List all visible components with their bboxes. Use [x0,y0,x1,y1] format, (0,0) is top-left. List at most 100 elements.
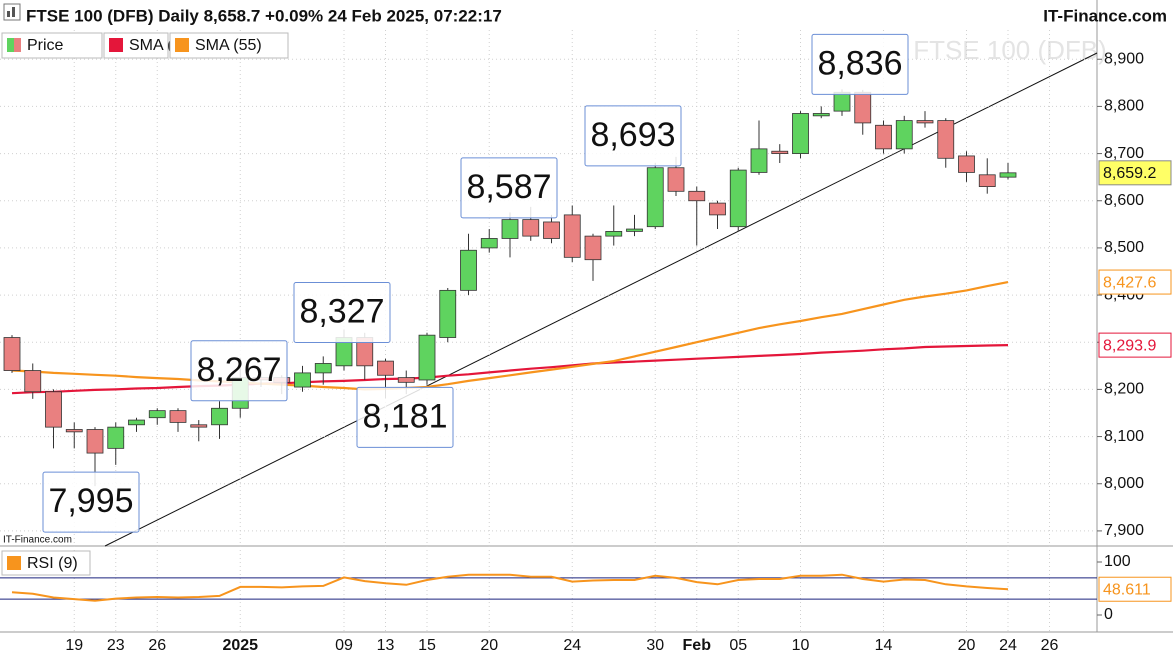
y-tick-label: 100 [1104,553,1131,570]
annotation-label: 8,181 [362,397,447,435]
candle-body [211,407,228,426]
y-tick-label: 8,700 [1104,145,1144,162]
y-tick-label: 8,800 [1104,98,1144,115]
candle-body [667,167,685,192]
candle-body [937,120,955,159]
brand: IT-Finance.com [1043,6,1167,25]
candle-body [833,91,851,112]
candle-body [729,169,747,228]
y-tick-label: 0 [1104,606,1113,623]
watermark: FTSE 100 (DFB) [913,35,1107,65]
x-tick-label: 24 [999,637,1017,654]
candle-body [397,377,415,383]
x-tick-label: 20 [958,637,976,654]
annotation-label: 8,327 [299,292,384,330]
candle-body [86,429,104,454]
candle-body [522,219,540,237]
legend: Price SMA (200)SMA (55) [1,32,289,59]
last-value-box [1098,160,1172,186]
chart-title: FTSE 100 (DFB) Daily 8,658.7 +0.09% 24 F… [26,6,502,25]
annotation-label: 8,693 [590,116,675,154]
trend-line [104,52,1098,547]
candle-body [65,429,83,433]
last-value-box [1098,576,1172,602]
y-tick-label: 8,100 [1104,428,1144,445]
candle-body [958,155,975,173]
y-tick-label: 8,600 [1104,192,1144,209]
legend-swatch [7,38,14,52]
candle-body [646,167,664,228]
candle-body [605,231,623,237]
legend-swatch [7,556,21,570]
y-tick-label: 8,200 [1104,381,1144,398]
last-value-label: 8,659.2 [1103,165,1156,182]
annotation-box [584,105,682,167]
y-tick-label: 8,500 [1104,239,1144,256]
candle-body [148,410,166,419]
x-tick-label: 26 [1041,637,1059,654]
legend-swatch [109,38,123,52]
x-tick-label: 14 [875,637,893,654]
candle-body [709,202,726,216]
candle-body [460,249,477,291]
y-tick-label: 8,900 [1104,50,1144,67]
candle-body [128,419,145,426]
x-tick-label: 24 [563,637,581,654]
x-tick-label: 05 [729,637,747,654]
candle-body [916,120,934,124]
candle-body [792,113,809,154]
x-tick-label: 19 [65,637,83,654]
candle-body [626,228,643,232]
candle-body [418,334,436,381]
last-value-box [1098,332,1172,358]
last-value-label: 48.611 [1103,581,1151,598]
candle-body [978,174,996,187]
candle-body [563,214,581,258]
last-value-label: 8,293.9 [1103,337,1156,354]
candle-body [501,219,519,239]
x-tick-label: 30 [646,637,664,654]
annotation-label: 8,267 [196,351,281,389]
x-tick-label: 23 [107,637,125,654]
candle-body [3,337,21,371]
annotation-box [293,282,391,344]
x-tick-label: 15 [418,637,436,654]
candle-body [294,372,311,388]
candle-body [999,172,1017,178]
legend-label: SMA (55) [195,37,262,54]
x-tick-label: 26 [148,637,166,654]
candle-body [543,221,560,239]
annotation-label: 7,995 [48,482,133,520]
candle-body [107,426,125,449]
annotation-box [42,471,140,533]
annotation-label: 8,587 [466,168,551,206]
annotation-label: 8,836 [817,44,902,82]
sma-line [11,344,1009,395]
x-tick-label: 2025 [222,637,258,654]
candle-body [314,363,332,374]
annotation-box [460,157,558,219]
x-tick-label: 13 [377,637,395,654]
x-tick-label: 10 [792,637,810,654]
legend-label: RSI (9) [27,555,78,572]
y-tick-label: 7,900 [1104,522,1144,539]
candle-body [24,370,42,393]
y-tick-label: 8,000 [1104,475,1144,492]
last-value-label: 8,427.6 [1103,274,1156,291]
legend-swatch [14,38,21,52]
sma-line [11,281,1009,391]
candle-body [480,238,498,249]
candle-body [895,120,913,150]
candle-body [688,190,706,202]
candle-body [875,124,892,150]
legend-swatch [175,38,189,52]
annotation-box [356,386,454,448]
logo [3,3,21,21]
candle-body [854,91,872,124]
legend-frame [169,32,289,59]
candle-body [377,360,394,376]
candle-body [190,424,208,428]
x-tick-label: 20 [480,637,498,654]
